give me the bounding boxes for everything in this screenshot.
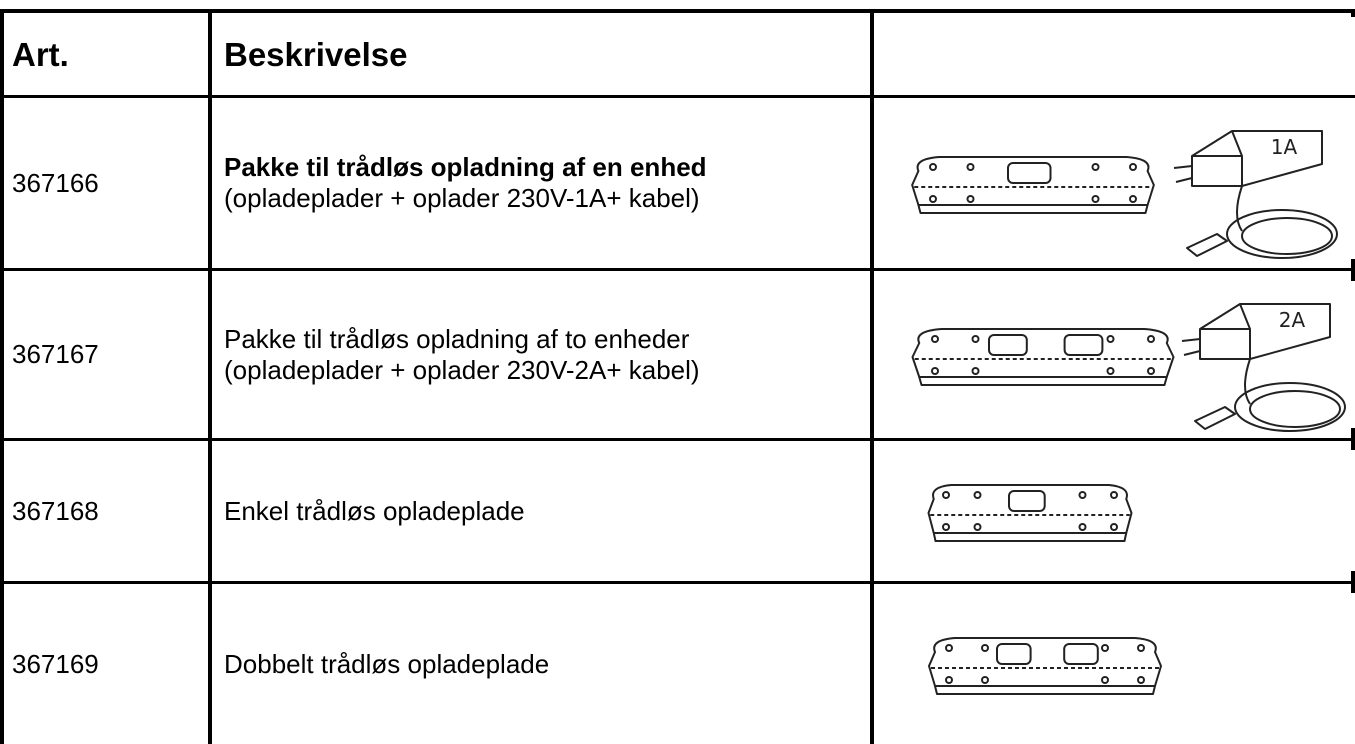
drawing-stroke bbox=[1192, 130, 1243, 186]
description-line: Pakke til trådløs opladning af en enhed bbox=[224, 152, 707, 182]
drawing-stroke bbox=[996, 643, 1032, 665]
drawing-stroke bbox=[918, 376, 1168, 386]
description: Dobbelt trådløs opladeplade bbox=[224, 584, 549, 744]
drawing-stroke bbox=[981, 644, 989, 652]
header-cell: Art. bbox=[12, 35, 69, 73]
drawing-stroke bbox=[966, 163, 975, 171]
drawing-stroke bbox=[934, 685, 1156, 695]
drawing-stroke bbox=[1007, 162, 1052, 184]
drawing-stroke bbox=[1147, 366, 1155, 375]
charging-plate-drawing bbox=[927, 484, 1133, 542]
drawing-stroke bbox=[917, 204, 1149, 214]
drawing-stroke bbox=[1241, 217, 1333, 255]
charger-label: 1A bbox=[1271, 135, 1298, 159]
charger-drawing: 1A bbox=[1173, 130, 1338, 259]
drawing-stroke bbox=[929, 163, 937, 171]
column-divider bbox=[870, 9, 874, 744]
description-line: Pakke til trådløs opladning af to enhede… bbox=[224, 323, 690, 354]
drawing-stroke bbox=[1147, 334, 1155, 343]
charger-drawing: 2A bbox=[1181, 303, 1346, 432]
description-line: (opladeplader + oplader 230V-2A+ kabel) bbox=[224, 354, 700, 385]
drawing-stroke bbox=[1249, 390, 1341, 428]
drawing-stroke bbox=[931, 366, 939, 375]
drawing-stroke bbox=[1226, 209, 1338, 259]
article-number: 367166 bbox=[12, 167, 99, 198]
drawing-stroke bbox=[929, 195, 937, 203]
drawing-stroke bbox=[1137, 644, 1145, 652]
drawing-stroke bbox=[971, 366, 980, 375]
drawing-stroke bbox=[1199, 303, 1331, 360]
article-number: 367169 bbox=[12, 648, 99, 679]
charger-label: 2A bbox=[1279, 308, 1306, 332]
drawing-stroke bbox=[1129, 195, 1137, 203]
drawing-stroke bbox=[1200, 303, 1251, 359]
drawing-stroke bbox=[911, 156, 1155, 206]
drawing-stroke bbox=[1110, 491, 1118, 499]
drawing-stroke bbox=[981, 676, 989, 684]
drawing-stroke bbox=[973, 491, 982, 499]
border-right-tick bbox=[1351, 571, 1355, 593]
drawing-stroke bbox=[931, 334, 939, 343]
drawing-stroke bbox=[971, 334, 980, 343]
drawing-stroke bbox=[973, 523, 982, 531]
article-number: 367168 bbox=[12, 495, 99, 526]
drawing-stroke bbox=[988, 333, 1028, 356]
drawing-stroke bbox=[942, 491, 950, 499]
drawing-stroke bbox=[945, 644, 953, 652]
drawing-stroke bbox=[1234, 382, 1346, 432]
drawing-stroke bbox=[966, 195, 975, 203]
description-line: Enkel trådløs opladeplade bbox=[224, 495, 525, 526]
drawing-stroke bbox=[1106, 366, 1115, 375]
row-divider bbox=[0, 95, 1355, 98]
row-divider bbox=[0, 438, 1355, 441]
drawing-stroke bbox=[1191, 130, 1323, 187]
drawing-stroke bbox=[911, 327, 1175, 378]
drawing-stroke bbox=[942, 523, 950, 531]
border-left bbox=[0, 9, 4, 744]
drawing-stroke bbox=[928, 637, 1162, 687]
drawing-stroke bbox=[1078, 523, 1087, 531]
drawing-stroke bbox=[1008, 490, 1046, 512]
drawing-stroke bbox=[1110, 523, 1118, 531]
drawing-stroke bbox=[1106, 334, 1115, 343]
drawing-stroke bbox=[1091, 163, 1100, 171]
border-top bbox=[0, 9, 1355, 13]
drawing-stroke bbox=[945, 676, 953, 684]
row-divider bbox=[0, 268, 1355, 271]
border-right-tick bbox=[1351, 9, 1355, 17]
drawing-stroke bbox=[1173, 165, 1193, 183]
description: Enkel trådløs opladeplade bbox=[224, 441, 525, 581]
drawing-stroke bbox=[1137, 676, 1145, 684]
drawing-stroke bbox=[1091, 195, 1100, 203]
header-cell: Beskrivelse bbox=[224, 35, 408, 73]
article-number: 367167 bbox=[12, 339, 99, 369]
drawing-stroke bbox=[927, 484, 1133, 534]
charging-plate-drawing bbox=[911, 327, 1175, 386]
border-right-tick bbox=[1351, 259, 1355, 281]
drawing-stroke bbox=[1129, 163, 1137, 171]
description-line: (opladeplader + oplader 230V-1A+ kabel) bbox=[224, 183, 700, 213]
border-right-tick bbox=[1351, 428, 1355, 450]
drawing-stroke bbox=[1101, 676, 1109, 684]
description: Pakke til trådløs opladning af en enhed(… bbox=[224, 98, 707, 268]
drawing-stroke bbox=[1181, 338, 1201, 356]
drawing-stroke bbox=[1063, 333, 1104, 356]
drawing-stroke bbox=[1194, 358, 1251, 430]
drawing-stroke bbox=[1186, 185, 1243, 257]
drawing-stroke bbox=[932, 532, 1128, 542]
description: Pakke til trådløs opladning af to enhede… bbox=[224, 271, 700, 438]
column-divider bbox=[208, 9, 212, 744]
row-divider bbox=[0, 581, 1355, 584]
charging-plate-drawing bbox=[928, 637, 1162, 695]
drawing-stroke bbox=[1078, 491, 1087, 499]
description-line: Dobbelt trådløs opladeplade bbox=[224, 648, 550, 679]
drawing-stroke bbox=[1063, 643, 1099, 665]
charging-plate-drawing bbox=[911, 156, 1155, 214]
drawing-stroke bbox=[1101, 644, 1109, 652]
